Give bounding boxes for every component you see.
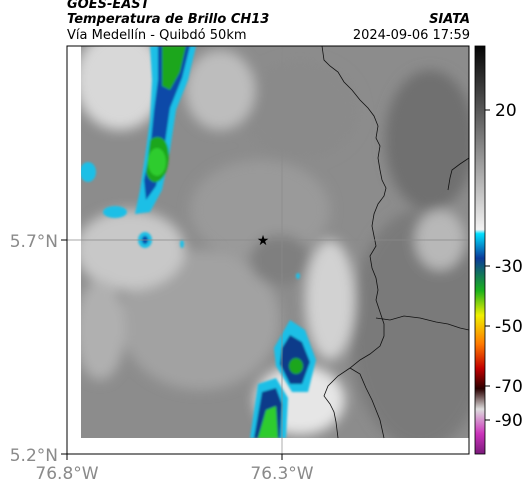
- product-title: Temperatura de Brillo CH13: [67, 12, 270, 27]
- satellite-name: GOES-EAST: [67, 0, 150, 12]
- colorbar-label-1: -30: [495, 257, 523, 277]
- lat-label-5.2: 5.2°N: [10, 446, 58, 466]
- plot-frame: [66, 45, 470, 455]
- coastline-borders: [321, 45, 470, 439]
- star-marker: ★: [257, 233, 270, 249]
- route-subtitle: Vía Medellín - Quibdó 50km: [67, 28, 247, 43]
- colorbar-label-3: -70: [495, 377, 523, 397]
- colorbar-label-4: -90: [495, 411, 523, 431]
- agency-label: SIATA: [429, 12, 470, 27]
- datetime-label: 2024-09-06 17:59: [352, 28, 470, 43]
- colorbar-label-2: -50: [495, 317, 523, 337]
- lat-label-5.7: 5.7°N: [10, 232, 58, 252]
- lon-label-76.8: 76.8°W: [35, 464, 98, 484]
- lon-label-76.3: 76.3°W: [250, 464, 313, 484]
- colorbar-label-0: 20: [495, 101, 517, 121]
- brightness-field: [81, 46, 469, 438]
- colorbar: 20 -30 -50 -70 -90: [474, 45, 523, 455]
